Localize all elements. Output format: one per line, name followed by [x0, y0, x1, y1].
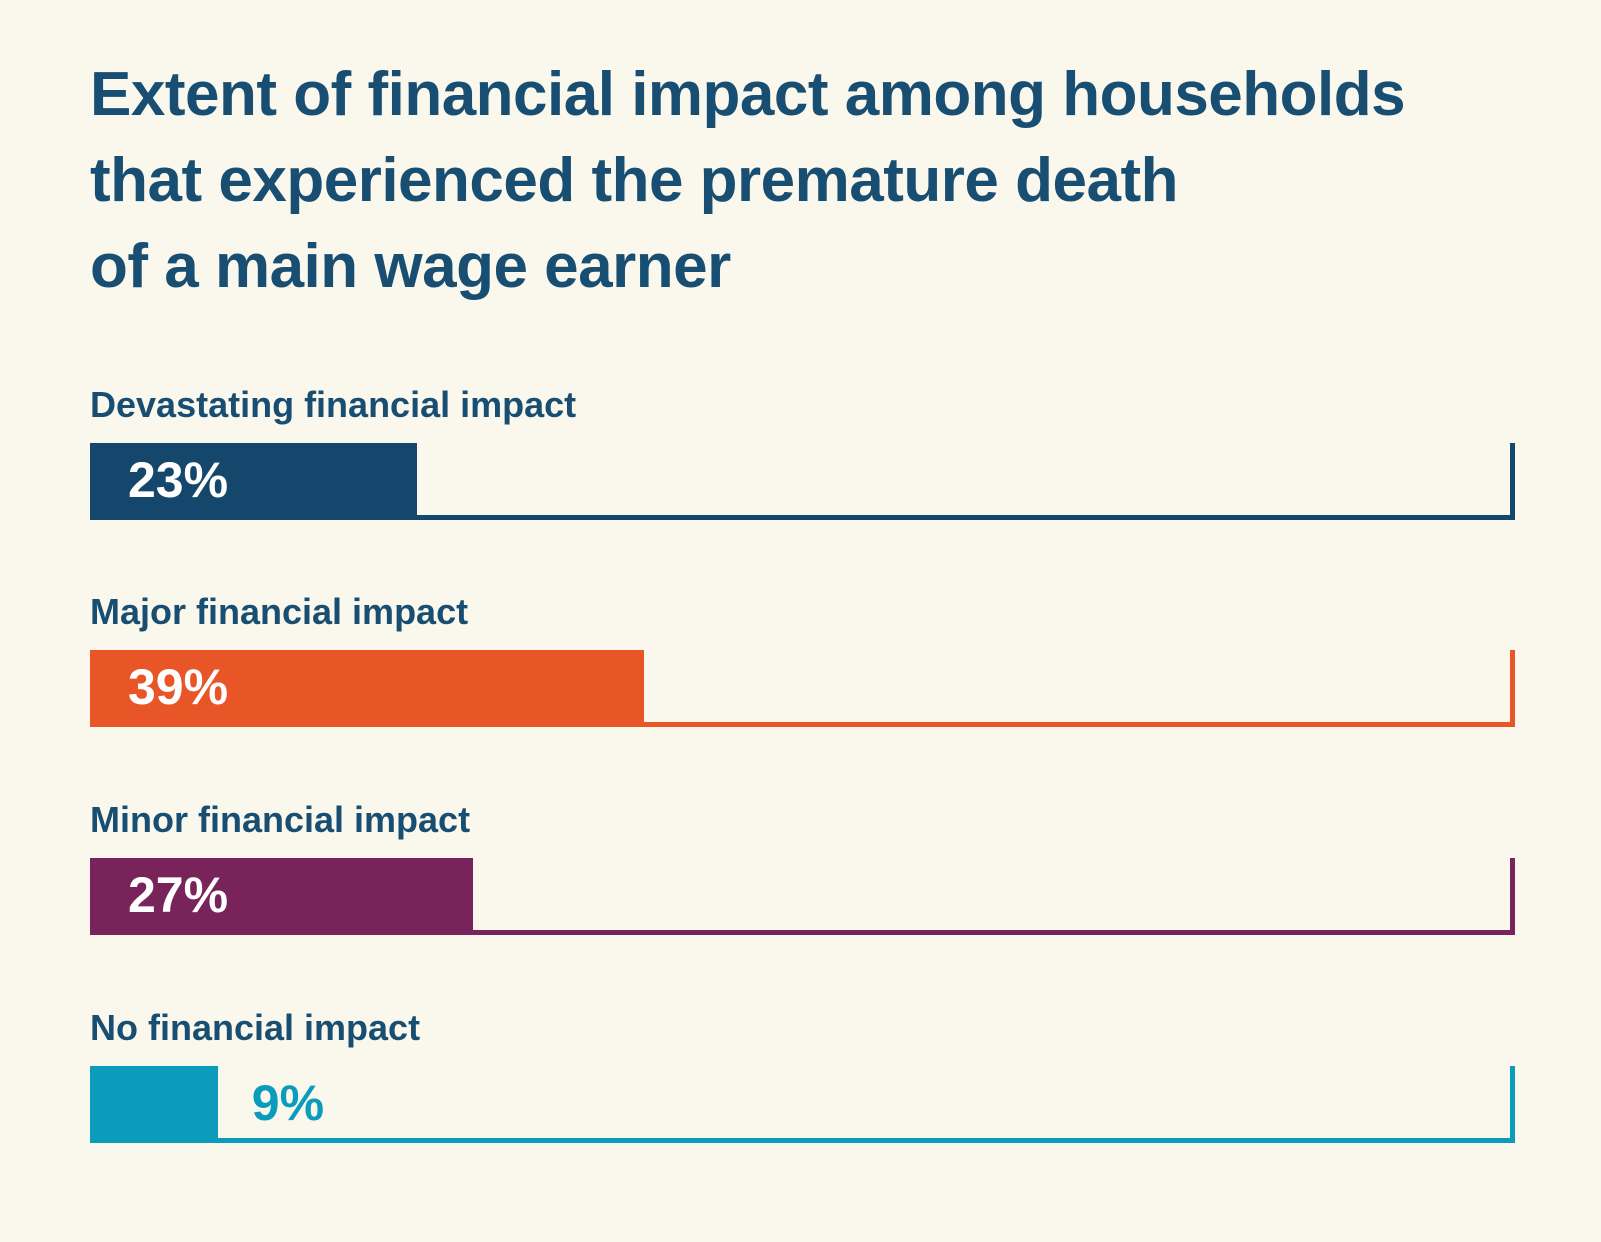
- bar-row-none: No financial impact 9%: [90, 1007, 1515, 1158]
- bar-value-label: 9%: [251, 1075, 325, 1131]
- bar-fill: [90, 650, 644, 722]
- bar-fill: [90, 443, 417, 515]
- bar-value-label: 23%: [128, 452, 229, 508]
- chart-title-line-2: that experienced the premature death: [90, 146, 1178, 215]
- chart-title: Extent of financial impact among househo…: [90, 52, 1520, 310]
- bar-track: 9%: [90, 1066, 1515, 1143]
- bar-row-minor: Minor financial impact 27%: [90, 799, 1515, 950]
- bar-value-label: 39%: [128, 659, 229, 715]
- chart-title-line-3: of a main wage earner: [90, 232, 731, 301]
- bar-category-label: No financial impact: [90, 1007, 421, 1048]
- bar-fill: [90, 1066, 218, 1138]
- bar-track: 23%: [90, 443, 1515, 520]
- bar-category-label: Devastating financial impact: [90, 384, 577, 425]
- bar-track: 27%: [90, 858, 1515, 935]
- bar-row-devastating: Devastating financial impact 23%: [90, 384, 1515, 535]
- bar-value-label: 27%: [128, 867, 229, 923]
- bar-track: 39%: [90, 650, 1515, 727]
- bar-category-label: Major financial impact: [90, 591, 469, 632]
- bar-row-major: Major financial impact 39%: [90, 591, 1515, 742]
- bar-fill: [90, 858, 474, 930]
- chart-title-line-1: Extent of financial impact among househo…: [90, 60, 1406, 129]
- bar-category-label: Minor financial impact: [90, 799, 471, 840]
